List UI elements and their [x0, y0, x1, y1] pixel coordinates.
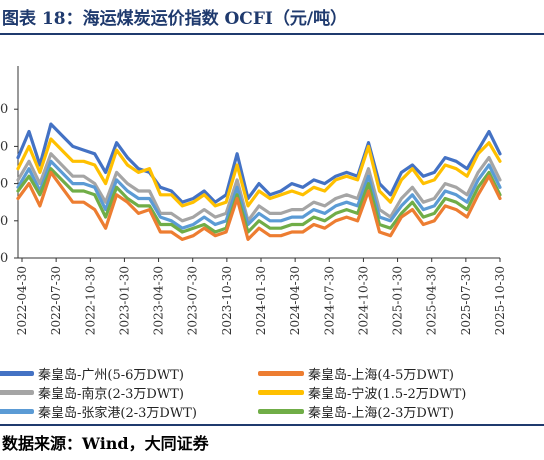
series-line-1 [16, 122, 502, 204]
series-line-5 [16, 159, 502, 230]
legend-swatch [258, 408, 304, 414]
legend-label: 秦皇岛-上海(2-3万DWT) [308, 405, 454, 421]
chart-title: 图表 18：海运煤炭运价指数 OCFI（元/吨） [2, 9, 348, 29]
y-tick-label: 0 [0, 102, 8, 117]
legend-item: 秦皇岛-上海(4-5万DWT) [258, 364, 454, 383]
legend-label: 秦皇岛-张家港(2-3万DWT) [38, 405, 197, 421]
y-tick-label: 0 [0, 139, 8, 154]
x-tick-label: 2023-10-30 [220, 266, 234, 335]
x-tick-label: 2022-07-30 [49, 266, 63, 335]
x-tick-label: 2023-07-30 [186, 266, 200, 335]
x-tick-label: 2024-01-30 [254, 266, 268, 335]
legend-label: 秦皇岛-广州(5-6万DWT) [38, 367, 184, 383]
x-tick-label: 2022-10-30 [83, 266, 97, 335]
legend-label: 秦皇岛-南京(2-3万DWT) [38, 386, 184, 402]
x-tick-label: 2025-07-30 [459, 266, 473, 335]
y-tick-label: 0 [0, 177, 8, 192]
x-tick-label: 2025-04-30 [425, 266, 439, 335]
x-tick-label: 2025-10-30 [493, 266, 507, 335]
legend-item: 秦皇岛-宁波(1.5-2万DWT) [258, 383, 467, 402]
legend-item: 秦皇岛-上海(2-3万DWT) [258, 402, 454, 421]
series-line-2 [16, 170, 502, 241]
legend-swatch [0, 370, 34, 376]
x-tick-label: 2025-01-30 [391, 266, 405, 335]
legend-swatch [258, 389, 304, 395]
chart-legend: 秦皇岛-广州(5-6万DWT) 秦皇岛-上海(4-5万DWT) 秦皇岛-南京(2-3… [0, 364, 544, 422]
legend-label: 秦皇岛-上海(4-5万DWT) [308, 367, 454, 383]
x-tick-label: 2024-07-30 [322, 266, 336, 335]
legend-swatch [0, 389, 34, 395]
x-tick-label: 2024-04-30 [288, 266, 302, 335]
legend-swatch [0, 408, 34, 414]
source-divider [0, 424, 544, 426]
legend-swatch [258, 370, 304, 376]
legend-item: 秦皇岛-南京(2-3万DWT) [0, 383, 184, 402]
x-tick-label: 2023-01-30 [117, 266, 131, 335]
series-line-6 [16, 167, 502, 234]
x-tick-label: 2024-10-30 [356, 266, 370, 335]
series-line-4 [16, 137, 502, 208]
title-divider [0, 33, 544, 35]
y-tick-label: 0 [0, 214, 8, 229]
legend-item: 秦皇岛-张家港(2-3万DWT) [0, 402, 197, 421]
series-line-3 [16, 152, 502, 223]
line-chart: 0 0 0 0 0 2022-04-30 2022-07-30 2022-10-30 2023-… [0, 66, 507, 335]
x-tick-label: 2022-04-30 [15, 266, 29, 335]
x-tick-label: 2023-04-30 [152, 266, 166, 335]
legend-label: 秦皇岛-宁波(1.5-2万DWT) [308, 386, 467, 402]
source-note: 数据来源：Wind，大同证券 [2, 434, 209, 453]
legend-item: 秦皇岛-广州(5-6万DWT) [0, 364, 184, 383]
y-tick-label: 0 [0, 251, 8, 266]
